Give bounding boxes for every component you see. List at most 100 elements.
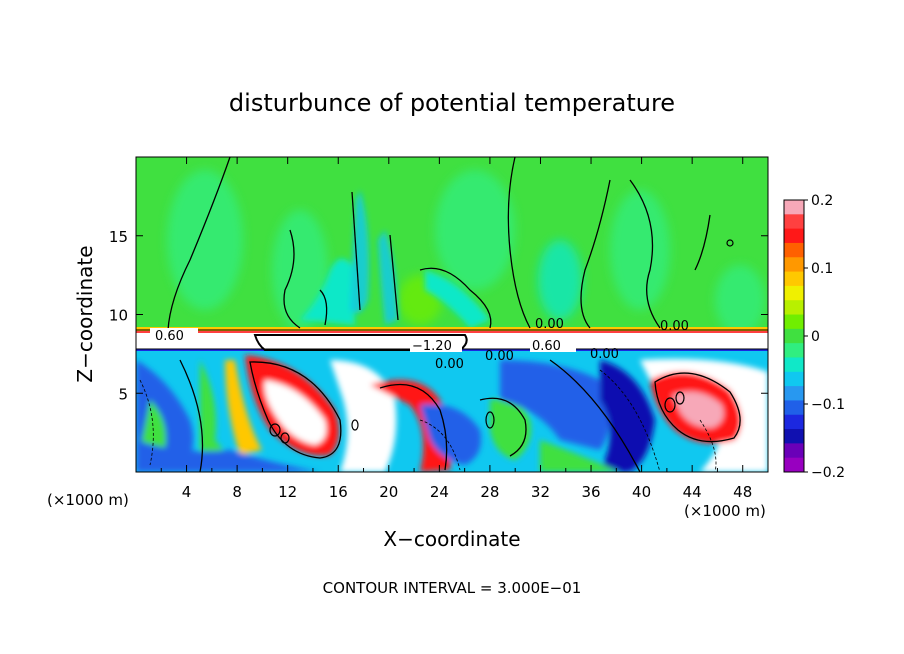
colorbar-segment [784,285,804,301]
contour-label: 0.60 [532,339,561,354]
contour-label: 0.00 [435,357,464,372]
y-tick-label: 15 [109,228,128,246]
field-streak [425,270,490,328]
colorbar-segment [784,200,804,215]
contour-line [629,179,661,329]
x-unit-left: (×1000 m) [47,491,129,509]
x-unit-right: (×1000 m) [684,502,766,520]
contour-line [507,157,531,329]
colorbar-segment [784,300,804,316]
colorbar-segment [784,242,804,258]
x-axis-label: X−coordinate [383,527,520,551]
contour-cell [269,423,281,437]
colorbar-segment [784,228,804,244]
x-tick-label: 36 [581,483,600,501]
field-streak [350,190,369,314]
colorbar-tick-label: 0.1 [811,261,833,277]
colorbar-segment [784,443,804,459]
field-patch [435,170,515,290]
x-tick-label: 4 [182,483,192,501]
colorbar-segment [784,328,804,344]
x-tick-label: 32 [531,483,550,501]
colorbar-tick-label: 0 [811,329,820,345]
field-eddy [136,440,320,472]
x-tick-label: 48 [733,483,752,501]
contour-label: 0.00 [590,347,619,362]
contour-line [549,359,641,472]
contour-cell [485,411,495,429]
colorbar-segment [784,371,804,387]
contour-label: −1.20 [412,339,452,354]
y-axis-label: Z−coordinate [73,245,97,382]
colorbar [784,200,804,473]
field-band [136,331,768,333]
contour-cell [280,432,290,444]
field-eddy [540,440,620,472]
field-eddy [420,404,481,465]
colorbar-segment [784,271,804,287]
field-streak [300,258,355,325]
field-patch [167,170,243,310]
field-streak [378,230,398,325]
field-eddy [225,360,262,455]
x-axis: 4 8 12 16 20 24 28 32 36 40 44 48 [160,157,752,501]
contour-line [283,229,301,329]
contour-line [419,267,492,329]
contour-cell [726,239,734,247]
field-patch [272,210,328,330]
field-eddy [370,380,452,472]
colorbar-segment [784,214,804,230]
colorbar-tick-label: −0.2 [811,465,845,481]
contour-line [167,157,231,331]
x-tick-label: 44 [683,483,702,501]
contour-label: 0.00 [485,349,514,364]
x-tick-label: 28 [480,483,499,501]
colorbar-tick-label: −0.1 [811,397,845,413]
contour-line [319,289,328,326]
x-tick-label: 8 [232,483,242,501]
field-eddy [200,360,250,472]
field-patch [610,190,670,310]
x-tick-label: 24 [430,483,449,501]
colorbar-tick-label: 0.2 [811,193,833,209]
colorbar-segment [784,257,804,273]
contour-line [580,179,611,329]
x-tick-label: 20 [379,483,398,501]
field-band [136,327,768,331]
contour-interval: CONTOUR INTERVAL = 3.000E−01 [323,579,582,597]
contour-line [694,214,711,271]
colorbar-segment [784,414,804,430]
field-eddy [264,380,327,445]
x-tick-label: 16 [329,483,348,501]
field-eddy [672,391,724,428]
colorbar-segment [784,314,804,330]
colorbar-segment [784,357,804,373]
colorbar-segment [784,400,804,416]
x-tick-label: 40 [632,483,651,501]
colorbar-segment [784,457,804,473]
field-eddy [600,360,655,472]
y-tick-label: 5 [118,385,128,403]
contour-cell [664,397,676,413]
colorbar-segment [784,429,804,444]
colorbar-ticks: 0.2 0.1 0 −0.1 −0.2 [804,193,845,481]
contour-line-negative [699,419,717,472]
field-patch [538,240,582,320]
contour-line [249,361,342,459]
contour-line [379,383,448,471]
x-tick-label: 12 [278,483,297,501]
contour-line [179,359,204,472]
y-tick-label: 10 [109,307,128,325]
colorbar-segment [784,386,804,401]
contour-label: 0.60 [155,329,184,344]
contour-line-negative [599,369,661,472]
contour-cell [351,419,359,431]
field-eddy [500,360,610,450]
colorbar-segment [784,343,804,358]
contour-line [479,397,527,457]
contour-line [351,191,361,311]
contour-label: 0.00 [535,317,564,332]
field-patch [715,265,765,330]
contour-line [389,234,399,321]
